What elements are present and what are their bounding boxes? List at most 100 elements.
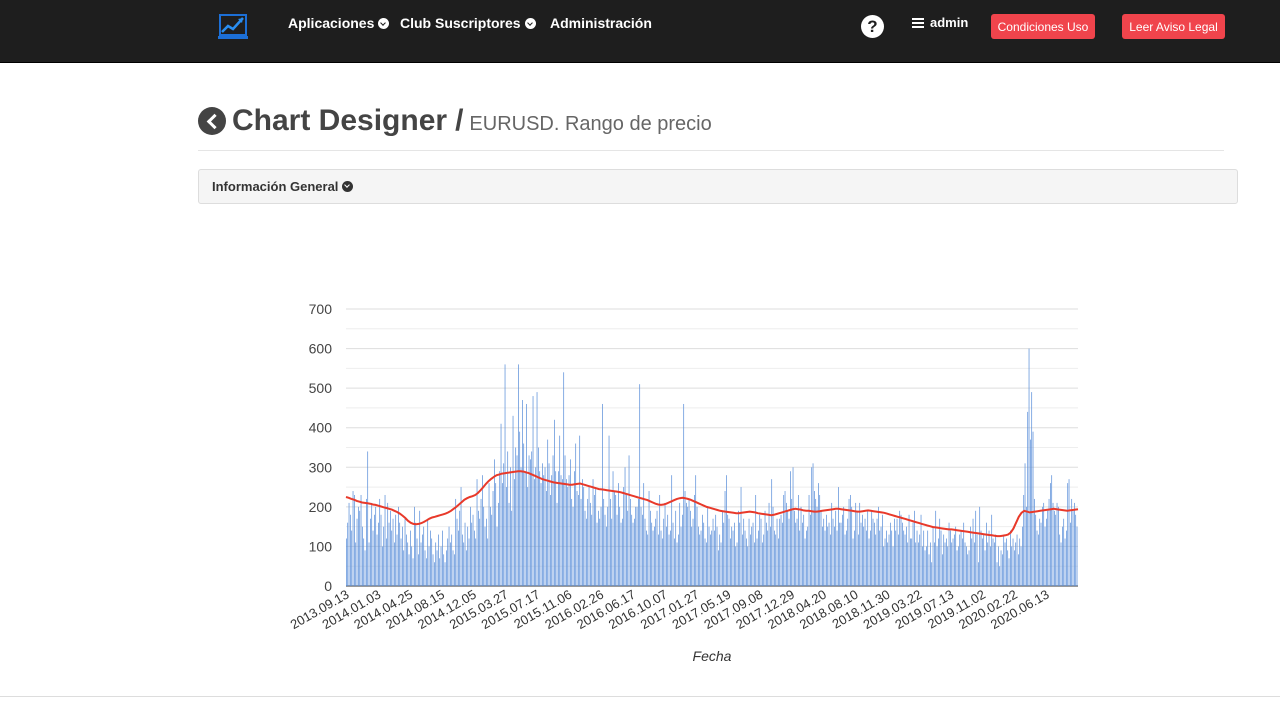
chart-logo-icon[interactable] — [216, 12, 250, 42]
bar — [1058, 506, 1059, 586]
bar — [1067, 483, 1069, 586]
bar — [950, 530, 951, 586]
bar — [808, 494, 810, 586]
user-menu[interactable]: admin — [912, 15, 968, 30]
bar — [706, 542, 707, 586]
bar — [1076, 526, 1078, 586]
bar — [448, 526, 450, 586]
bar — [1066, 530, 1067, 586]
bar — [610, 498, 611, 586]
bar — [819, 494, 821, 586]
bar — [982, 538, 983, 586]
bar — [368, 542, 370, 586]
bar — [354, 494, 355, 586]
bar — [468, 538, 470, 586]
bar — [494, 459, 495, 586]
bar — [899, 510, 901, 586]
bar — [604, 514, 606, 586]
bar — [851, 506, 853, 586]
bar — [1000, 550, 1002, 586]
bar — [560, 475, 562, 586]
bar — [1012, 538, 1014, 586]
bar — [611, 518, 613, 586]
bar — [654, 526, 655, 586]
nav-aplicaciones[interactable]: Aplicaciones — [288, 15, 390, 31]
back-arrow-icon[interactable] — [198, 107, 226, 135]
bar — [751, 526, 753, 586]
nav-club-suscriptores[interactable]: Club Suscriptores — [400, 15, 536, 31]
bar — [459, 510, 461, 586]
bar — [835, 510, 837, 586]
bar — [1027, 411, 1029, 586]
bar — [987, 542, 989, 586]
bar — [595, 487, 597, 586]
nav-administracion[interactable]: Administración — [550, 15, 652, 31]
bar — [862, 514, 863, 586]
bar — [859, 502, 861, 586]
bar — [930, 542, 931, 586]
expand-icon — [342, 181, 354, 192]
bar — [978, 562, 979, 586]
bar — [559, 435, 561, 586]
bar — [438, 534, 439, 586]
bar — [1031, 392, 1033, 586]
bar — [732, 530, 734, 586]
bar — [520, 467, 522, 586]
bar — [696, 506, 698, 586]
bar — [658, 534, 659, 586]
bar — [703, 522, 705, 586]
bar — [522, 400, 523, 586]
y-tick-label: 300 — [309, 459, 333, 475]
bar — [888, 534, 890, 586]
bar — [971, 538, 973, 586]
bar — [660, 530, 662, 586]
bar — [512, 415, 514, 586]
bar — [418, 554, 419, 586]
bar — [1036, 530, 1038, 586]
bar — [826, 514, 827, 586]
bar — [834, 526, 835, 586]
bar — [875, 534, 877, 586]
bar — [596, 522, 598, 586]
bar — [634, 518, 635, 586]
bar — [704, 538, 706, 586]
bar — [506, 487, 507, 586]
bar — [364, 550, 366, 586]
bar — [359, 510, 361, 586]
bar — [1052, 502, 1054, 586]
bar — [691, 526, 693, 586]
bar — [796, 518, 798, 586]
bar — [904, 534, 906, 586]
bar — [820, 510, 822, 586]
bar — [423, 526, 425, 586]
bar — [924, 550, 926, 586]
bar — [952, 538, 954, 586]
bar — [499, 471, 501, 586]
info-panel-toggle[interactable]: Información General — [212, 179, 354, 194]
bar — [404, 518, 406, 586]
aviso-legal-button[interactable]: Leer Aviso Legal — [1122, 14, 1225, 39]
bar — [683, 403, 685, 586]
bar — [756, 538, 758, 586]
bar — [439, 558, 441, 586]
bar — [558, 471, 559, 586]
bar — [376, 534, 378, 586]
bar — [922, 546, 923, 586]
bar — [351, 530, 353, 586]
bar — [722, 510, 723, 586]
hamburger-icon — [912, 17, 924, 28]
help-icon[interactable]: ? — [861, 15, 884, 38]
bar — [915, 542, 917, 586]
bar — [500, 423, 502, 586]
bar — [394, 542, 395, 586]
condiciones-uso-button[interactable]: Condiciones Uso — [991, 14, 1095, 39]
bar — [672, 522, 674, 586]
bar — [891, 530, 893, 586]
bar — [399, 522, 401, 586]
chevron-down-icon — [378, 17, 390, 29]
bar — [395, 514, 397, 586]
bar — [380, 514, 382, 586]
bar — [682, 514, 683, 586]
bar — [546, 491, 547, 586]
bar — [432, 554, 434, 586]
